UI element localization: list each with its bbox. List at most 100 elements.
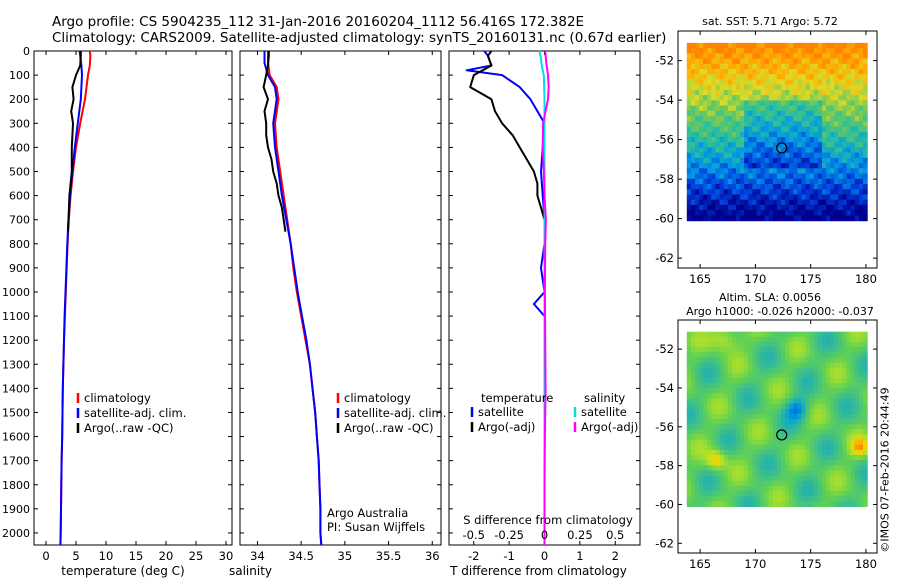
map-cell: [699, 475, 704, 482]
map-cell: [748, 84, 753, 91]
map-cell: [858, 419, 864, 425]
map-cell: [817, 388, 823, 394]
map-cell: [703, 496, 708, 502]
map-cell: [846, 419, 852, 425]
map-cell: [756, 74, 762, 80]
map-cell: [838, 424, 844, 430]
legend-label-diff-temperature: satellite: [478, 405, 524, 419]
map-cell: [838, 210, 844, 216]
map-cell: [768, 336, 774, 343]
map-cell: [699, 131, 704, 138]
map-cell: [805, 110, 811, 117]
map-cell: [695, 485, 700, 492]
map-cell: [760, 121, 766, 128]
map-cell: [817, 377, 823, 384]
map-cell: [822, 100, 827, 107]
map-cell: [760, 131, 766, 138]
map-cell: [846, 84, 852, 91]
map-cell: [744, 485, 749, 492]
map-cell: [863, 352, 868, 358]
map-cell: [744, 74, 749, 80]
map-cell: [727, 491, 733, 497]
map-cell: [789, 434, 794, 441]
map-cell: [686, 331, 692, 338]
map-cell: [686, 424, 692, 430]
map-cell: [703, 79, 708, 86]
map-cell: [740, 137, 745, 143]
map-cell: [752, 63, 758, 70]
y-tick-label: 1600: [2, 431, 30, 444]
map-cell: [768, 74, 774, 80]
map-cell: [760, 168, 766, 175]
map-cell: [838, 131, 844, 138]
map-cell: [699, 393, 704, 399]
map-cell: [826, 79, 831, 86]
map-cell: [756, 178, 762, 185]
series-line-argo-raw-qc-: [262, 51, 287, 232]
map-cell: [715, 42, 721, 49]
map-cell: [785, 460, 790, 466]
map-cell: [801, 449, 807, 456]
map-cell: [850, 210, 856, 216]
map-cell: [756, 116, 762, 122]
map-cell: [785, 455, 790, 461]
map-cell: [756, 53, 762, 60]
map-cell: [830, 377, 835, 384]
map-cell: [809, 372, 815, 379]
map-cell: [805, 42, 811, 49]
map-cell: [842, 388, 848, 394]
map-cell: [723, 89, 729, 96]
map-cell: [834, 398, 839, 405]
map-cell: [715, 393, 721, 399]
map-cell: [801, 116, 807, 122]
map-cell: [715, 480, 721, 487]
map-cell: [797, 95, 803, 101]
map-cell: [772, 79, 778, 86]
map-cell: [797, 110, 803, 117]
map-cell: [764, 439, 770, 446]
map-y-tick-label: -62: [655, 251, 674, 265]
map-cell: [740, 434, 745, 441]
map-cell: [846, 439, 852, 446]
map-cell: [813, 95, 819, 101]
map-cell: [768, 377, 774, 384]
map-cell: [817, 372, 823, 379]
map-cell: [690, 403, 696, 410]
map-cell: [690, 449, 696, 456]
map-cell: [817, 53, 823, 60]
map-cell: [830, 485, 835, 492]
map-cell: [809, 157, 815, 164]
map-cell: [834, 173, 839, 180]
map-cell: [858, 372, 864, 379]
map-cell: [731, 347, 737, 353]
map-cell: [854, 434, 860, 441]
map-cell: [715, 444, 721, 451]
map-cell: [764, 137, 770, 143]
map-cell: [711, 408, 717, 415]
map-cell: [695, 63, 700, 70]
map-cell: [760, 173, 766, 180]
map-cell: [863, 178, 868, 185]
map-cell: [744, 126, 749, 133]
map-cell: [744, 215, 749, 222]
map-cell: [723, 439, 729, 446]
map-cell: [748, 460, 753, 466]
map-cell: [768, 424, 774, 430]
map-cell: [834, 142, 839, 148]
map-cell: [846, 131, 852, 138]
map-cell: [711, 383, 717, 389]
map-cell: [776, 470, 782, 477]
map-cell: [736, 189, 741, 195]
map-cell: [805, 501, 811, 507]
map-cell: [690, 163, 696, 169]
map-cell: [842, 137, 848, 143]
map-cell: [703, 341, 708, 348]
map-cell: [736, 362, 741, 369]
map-cell: [760, 434, 766, 441]
map-cell: [826, 403, 831, 410]
map-cell: [736, 475, 741, 482]
map-cell: [801, 168, 807, 175]
map-cell: [723, 424, 729, 430]
map-cell: [842, 147, 848, 154]
map-cell: [711, 142, 717, 148]
